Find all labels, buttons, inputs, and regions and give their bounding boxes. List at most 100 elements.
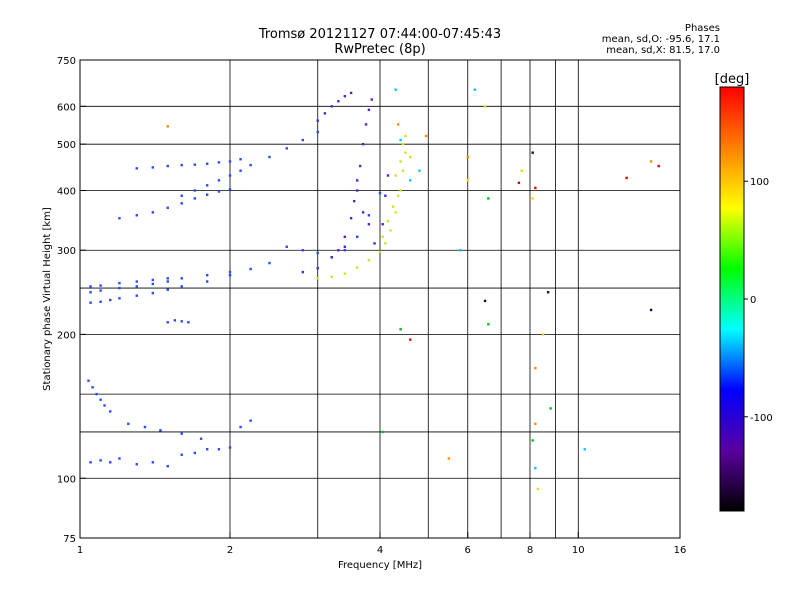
data-point — [118, 297, 121, 300]
data-point — [109, 298, 112, 302]
data-point — [330, 105, 333, 108]
data-point — [193, 451, 197, 455]
data-point — [135, 285, 138, 288]
data-point — [473, 88, 477, 91]
data-point — [228, 446, 232, 449]
data-point — [394, 211, 397, 214]
data-point — [401, 169, 405, 172]
data-point — [205, 448, 209, 451]
x-tick-label: 4 — [377, 545, 383, 556]
data-point — [159, 429, 162, 432]
data-point — [409, 338, 412, 341]
data-point — [349, 217, 353, 220]
data-point — [151, 211, 155, 214]
data-point — [285, 245, 288, 248]
data-point — [657, 164, 660, 168]
data-point — [343, 249, 347, 252]
data-point — [199, 437, 203, 440]
data-point — [483, 105, 487, 108]
data-point — [316, 119, 319, 122]
data-point — [228, 270, 232, 274]
data-point — [301, 270, 305, 274]
chart-subtitle: RwPretec (8p) — [334, 42, 426, 57]
data-point — [103, 404, 106, 407]
data-point — [316, 267, 319, 270]
data-point — [384, 242, 387, 245]
data-point — [396, 194, 400, 197]
data-point — [166, 125, 169, 128]
data-point — [205, 193, 209, 196]
colorbar-gradient — [719, 86, 745, 512]
data-points — [87, 88, 660, 491]
data-point — [381, 235, 384, 239]
data-point — [386, 220, 390, 223]
data-point — [355, 266, 359, 269]
x-axis-label: Frequency [MHz] — [338, 560, 422, 571]
data-point — [531, 439, 534, 442]
data-point — [343, 94, 347, 98]
data-point — [447, 457, 451, 460]
data-point — [180, 277, 183, 280]
data-point — [268, 261, 271, 265]
data-point — [109, 410, 112, 413]
data-point — [367, 214, 371, 217]
data-point — [118, 281, 121, 285]
data-point — [358, 164, 362, 168]
data-point — [239, 158, 242, 161]
data-point — [337, 249, 340, 252]
data-point — [205, 162, 209, 165]
data-point — [118, 457, 121, 460]
x-axis-ticks: 1 2 4 6 8 10 16 — [77, 532, 686, 556]
data-point — [180, 285, 183, 288]
data-point — [343, 245, 347, 248]
data-point — [520, 169, 523, 172]
data-point — [205, 273, 209, 277]
data-point — [87, 379, 90, 382]
colorbar-tick-label: -100 — [750, 413, 773, 424]
data-point — [228, 174, 232, 177]
data-point — [373, 242, 376, 245]
data-point — [135, 214, 138, 217]
x-tick-label: 6 — [465, 545, 471, 556]
colorbar-ticks: 100 0 -100 — [744, 177, 773, 424]
stats-header: Phases — [684, 23, 720, 34]
y-tick-label: 400 — [57, 186, 76, 197]
stats-x-mode: mean, sd,X: 81.5, 17.0 — [606, 45, 720, 56]
data-point — [166, 288, 169, 291]
data-point — [118, 286, 121, 290]
data-point — [394, 174, 397, 177]
data-point — [249, 163, 252, 167]
data-point — [217, 190, 221, 193]
data-point — [180, 194, 183, 197]
data-point — [180, 320, 183, 323]
data-point — [355, 235, 359, 239]
y-tick-label: 500 — [57, 140, 76, 151]
data-point — [89, 301, 92, 304]
data-point — [249, 419, 252, 422]
data-point — [409, 155, 412, 159]
colorbar-label: [deg] — [715, 72, 750, 87]
data-point — [217, 448, 221, 451]
data-point — [466, 179, 469, 182]
stats-o-mode: mean, sd,O: -95.6, 17.1 — [601, 34, 720, 45]
data-point — [536, 487, 540, 491]
data-point — [135, 463, 138, 466]
colorbar-tick-label: 100 — [750, 177, 769, 188]
data-point — [367, 258, 371, 262]
data-point — [483, 299, 487, 303]
data-point — [401, 142, 405, 146]
data-point — [389, 229, 392, 232]
data-point — [459, 249, 462, 252]
data-point — [378, 191, 382, 195]
data-point — [228, 160, 232, 163]
data-point — [89, 285, 92, 288]
data-point — [355, 179, 359, 182]
data-point — [534, 422, 537, 426]
data-point — [424, 134, 428, 138]
data-point — [89, 291, 92, 294]
data-point — [399, 189, 402, 192]
data-point — [367, 223, 371, 226]
data-point — [166, 321, 169, 324]
data-point — [193, 163, 197, 166]
